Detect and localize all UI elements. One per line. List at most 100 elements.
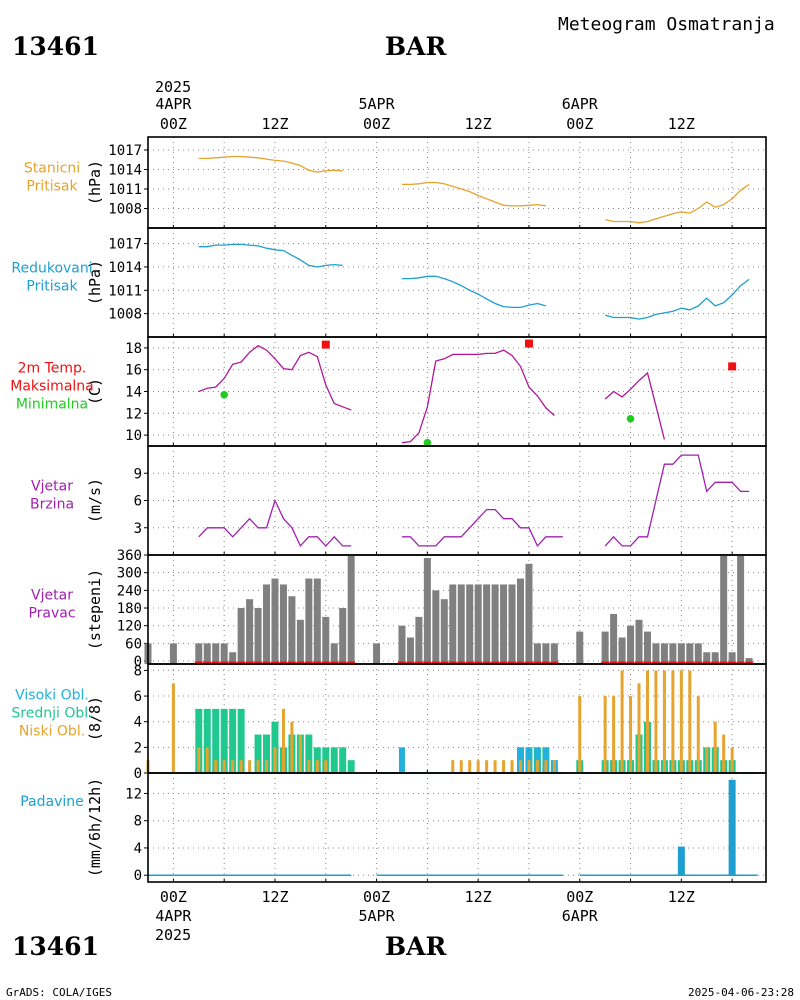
low-cloud-bar bbox=[281, 708, 285, 773]
bottom-date-label: 4APR bbox=[155, 907, 192, 925]
y-tick-label: 1011 bbox=[108, 182, 142, 198]
bottom-time-label: 00Z bbox=[363, 888, 390, 906]
mid-cloud-bar bbox=[195, 708, 203, 773]
precip-bar bbox=[677, 846, 685, 876]
chart-title: Meteogram Osmatranja bbox=[558, 14, 775, 35]
low-cloud-bar bbox=[612, 696, 616, 773]
low-cloud-bar bbox=[171, 683, 175, 773]
mid-cloud-bar bbox=[237, 708, 245, 773]
wind-direction-bar bbox=[466, 584, 474, 665]
top-time-label: 12Z bbox=[668, 115, 695, 133]
wind-direction-bar bbox=[542, 643, 550, 665]
wind-direction-bar bbox=[457, 584, 465, 665]
y-tick-label: 0 bbox=[134, 868, 142, 884]
credit-text: GrADS: COLA/IGES bbox=[6, 986, 112, 999]
wind-direction-bar bbox=[474, 584, 482, 665]
y-tick-label: 14 bbox=[125, 385, 142, 401]
bottom-time-label: 12Z bbox=[465, 888, 492, 906]
y-tick-label: 12 bbox=[125, 786, 142, 802]
wind-direction-bar bbox=[212, 643, 220, 665]
low-cloud-bar bbox=[730, 747, 734, 773]
panel-label: Minimalna bbox=[16, 397, 88, 413]
wind-direction-bar bbox=[373, 643, 381, 665]
low-cloud-bar bbox=[222, 760, 226, 773]
y-tick-label: 1008 bbox=[108, 307, 142, 323]
low-cloud-bar bbox=[637, 683, 641, 773]
wind-direction-bar bbox=[415, 616, 423, 665]
wind-direction-bar bbox=[347, 555, 355, 665]
tmax-marker bbox=[728, 362, 737, 371]
wind-direction-bar bbox=[703, 652, 711, 665]
low-cloud-bar bbox=[688, 670, 692, 773]
low-cloud-bar bbox=[324, 760, 328, 773]
footer-station-code: BAR bbox=[385, 932, 447, 961]
low-cloud-bar bbox=[451, 760, 455, 773]
low-cloud-bar bbox=[705, 747, 709, 773]
bottom-time-label: 12Z bbox=[668, 888, 695, 906]
low-cloud-bar bbox=[645, 670, 649, 773]
series-line bbox=[402, 508, 563, 548]
y-tick-label: 10 bbox=[125, 428, 142, 444]
mid-cloud-bar bbox=[212, 708, 220, 773]
panel-label: Vjetar bbox=[31, 479, 73, 495]
panel-label: Stanicni bbox=[24, 161, 80, 177]
wind-direction-bar bbox=[271, 578, 279, 665]
bottom-time-label: 00Z bbox=[160, 888, 187, 906]
wind-direction-bar bbox=[195, 643, 203, 665]
low-cloud-bar bbox=[578, 696, 582, 773]
series-line bbox=[605, 183, 750, 224]
series-line bbox=[198, 155, 343, 173]
low-cloud-bar bbox=[620, 670, 624, 773]
wind-direction-bar bbox=[669, 643, 677, 665]
low-cloud-bar bbox=[679, 670, 683, 773]
y-tick-label: 120 bbox=[117, 619, 142, 635]
series-line bbox=[605, 278, 750, 320]
y-tick-label: 1017 bbox=[108, 143, 142, 159]
y-tick-label: 1011 bbox=[108, 283, 142, 299]
mid-cloud-bar bbox=[330, 747, 338, 773]
bottom-time-label: 12Z bbox=[261, 888, 288, 906]
wind-direction-bar bbox=[737, 555, 745, 665]
top-year-label: 2025 bbox=[155, 78, 191, 96]
wind-direction-bar bbox=[440, 599, 448, 665]
low-cloud-bar bbox=[671, 670, 675, 773]
wind-direction-bar bbox=[516, 578, 524, 665]
wind-direction-bar bbox=[339, 608, 347, 665]
y-tick-label: 240 bbox=[117, 583, 142, 599]
wind-direction-bar bbox=[686, 643, 694, 665]
low-cloud-bar bbox=[307, 760, 311, 773]
low-cloud-bar bbox=[290, 721, 294, 773]
wind-direction-bar bbox=[508, 584, 516, 665]
mid-cloud-bar bbox=[229, 708, 237, 773]
header-station-code: BAR bbox=[385, 32, 447, 61]
y-tick-label: 180 bbox=[117, 601, 142, 617]
y-tick-label: 8 bbox=[134, 814, 142, 830]
tmin-marker bbox=[423, 438, 432, 447]
series-line bbox=[401, 349, 555, 444]
tmin-marker bbox=[626, 414, 635, 423]
y-axis-label: (hPa) bbox=[86, 260, 104, 305]
high-cloud-bar bbox=[398, 747, 405, 773]
mid-cloud-bar bbox=[203, 708, 211, 773]
wind-direction-bar bbox=[322, 616, 330, 665]
wind-direction-bar bbox=[500, 584, 508, 665]
y-tick-label: 16 bbox=[125, 363, 142, 379]
wind-direction-bar bbox=[601, 631, 609, 665]
top-time-label: 00Z bbox=[160, 115, 187, 133]
wind-direction-bar bbox=[279, 584, 287, 665]
y-tick-label: 9 bbox=[134, 466, 142, 482]
series-line bbox=[402, 275, 547, 309]
top-date-label: 4APR bbox=[155, 95, 192, 113]
wind-direction-bar bbox=[246, 599, 254, 665]
low-cloud-bar bbox=[722, 734, 726, 773]
low-cloud-bar bbox=[197, 747, 201, 773]
low-cloud-bar bbox=[315, 760, 319, 773]
panel-frame bbox=[147, 136, 767, 229]
low-cloud-bar bbox=[493, 760, 497, 773]
low-cloud-bar bbox=[459, 760, 463, 773]
low-cloud-bar bbox=[527, 760, 531, 773]
low-cloud-bar bbox=[603, 696, 607, 773]
y-tick-label: 0 bbox=[134, 654, 142, 670]
y-tick-label: 4 bbox=[134, 841, 142, 857]
series-line bbox=[402, 181, 546, 207]
